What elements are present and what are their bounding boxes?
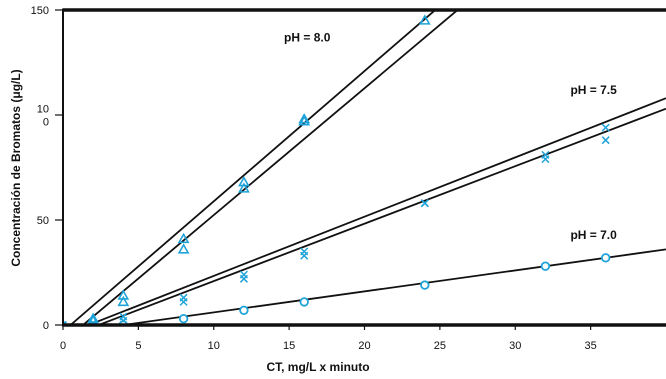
x-point	[541, 155, 550, 164]
x-stroke	[179, 297, 188, 306]
triangle-point	[238, 182, 250, 193]
x-stroke	[420, 199, 429, 208]
x-stroke	[601, 123, 610, 132]
circle-point	[178, 314, 189, 324]
triangle-point	[418, 14, 431, 25]
x-point	[420, 199, 429, 208]
triangle-point	[177, 243, 190, 254]
x-point	[89, 320, 98, 325]
triangle-point	[420, 0, 429, 3]
x-tick-label: 15	[283, 340, 295, 352]
x-axis-label: CT, mg/L x minuto	[266, 360, 369, 374]
y-tick-label: 0	[43, 320, 49, 332]
ph-annotation: pH = 8.0	[284, 31, 331, 45]
x-point	[239, 274, 248, 283]
x-tick-label: 0	[60, 340, 66, 352]
x-tick-label: 20	[358, 340, 370, 352]
circle-point	[601, 253, 611, 263]
y-tick-label: 150	[31, 5, 49, 17]
triangle-point	[177, 232, 190, 244]
x-stroke	[601, 136, 610, 145]
fit-line-4	[96, 107, 666, 325]
x-tick-label: 5	[135, 340, 141, 352]
y-tick-label: 10	[37, 104, 49, 116]
x-tick-label: 25	[434, 340, 446, 352]
x-stroke	[239, 274, 248, 283]
fit-line-1	[69, 10, 437, 325]
x-point	[300, 251, 309, 260]
x-point	[601, 123, 610, 132]
circle-point	[540, 261, 551, 271]
fit-lines	[69, 10, 666, 325]
x-stroke	[541, 155, 550, 164]
x-point	[601, 136, 610, 145]
x-tick-label: 30	[509, 340, 521, 352]
data-markers	[63, 0, 611, 325]
triangle-point	[117, 295, 130, 307]
y-axis-label: Concentración de Bromatos (μg/L)	[9, 69, 23, 266]
x-stroke	[89, 320, 95, 325]
y-tick-label: 0	[43, 117, 49, 129]
annotations: pH = 8.0 pH = 7.5 pH = 7.0	[284, 31, 617, 242]
circle-point	[239, 305, 249, 315]
ph-annotation: pH = 7.0	[570, 228, 617, 242]
x-stroke	[300, 251, 309, 260]
x-stroke	[63, 320, 68, 325]
fit-line-3	[86, 97, 666, 325]
x-ticks: 0 5 10 15 20 25 30 35	[60, 325, 597, 352]
circle-point	[299, 297, 309, 307]
circle-point	[420, 280, 430, 290]
x-tick-label: 10	[208, 340, 220, 352]
x-point	[63, 320, 68, 325]
x-point	[179, 297, 188, 306]
fit-line-5	[116, 248, 666, 325]
ph-annotation: pH = 7.5	[570, 83, 617, 97]
plot-frame	[62, 8, 666, 327]
y-tick-label: 50	[37, 215, 49, 227]
x-stroke	[92, 320, 98, 325]
x-tick-label: 35	[585, 340, 597, 352]
triangle-point	[298, 113, 311, 124]
fit-line-2	[81, 10, 459, 325]
triangle-point	[298, 115, 311, 126]
